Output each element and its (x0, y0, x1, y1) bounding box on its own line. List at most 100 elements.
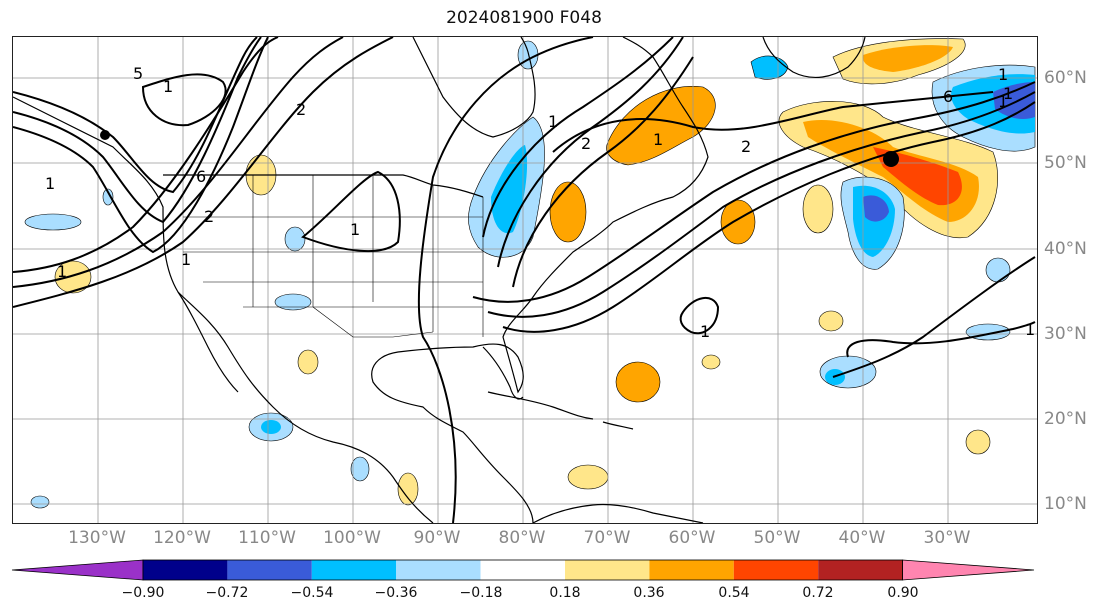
south-america (532, 503, 704, 523)
contour-18 (301, 170, 401, 252)
lat-label: 10°N (1044, 494, 1087, 514)
contour-label: 5 (133, 64, 143, 83)
contour-5 (13, 37, 262, 224)
colorbar-segment (733, 560, 819, 580)
contour-19 (679, 297, 720, 335)
colorbar (11, 559, 1035, 581)
lat-label: 50°N (1044, 153, 1087, 173)
hispaniola (602, 421, 634, 430)
cold-anomaly-mid-atlantic-peak (863, 195, 889, 222)
contour-label: 1 (350, 220, 360, 239)
contour-label: 1 (1025, 320, 1035, 339)
contour-label-group: 1 1 1 2 5 6 1 1 1 2 1 2 6 1 1 1 1 2 1 (45, 64, 1035, 341)
contour-8 (417, 37, 594, 523)
mexico-baja (177, 291, 239, 393)
contour-label: 2 (741, 137, 751, 156)
contour-label: 1 (1003, 84, 1013, 103)
colorbar-tick: 0.90 (887, 585, 919, 601)
contour-16 (832, 256, 1036, 378)
contour-3 (13, 37, 279, 273)
cold-blob-plains (284, 226, 306, 252)
contour-label: 1 (181, 250, 191, 269)
contour-17 (846, 321, 1036, 358)
contour-label: 1 (998, 92, 1008, 111)
colorbar-segment (818, 560, 903, 580)
warm-blob-mexico (297, 349, 319, 375)
lon-label: 90°W (413, 528, 461, 548)
cold-blob-mexico-w (350, 456, 370, 482)
lon-label: 40°W (838, 528, 886, 548)
hudson-bay (412, 37, 536, 138)
contour-label: 1 (57, 262, 67, 281)
contour-label: 1 (548, 112, 558, 131)
warm-blob-atlantic-1 (720, 199, 756, 245)
lon-label: 60°W (668, 528, 716, 548)
graticule (13, 37, 1037, 523)
cold-blob-nw-pacific (102, 188, 114, 206)
colorbar-segment (480, 560, 565, 580)
warm-blob-pacific (397, 472, 419, 506)
contour-4 (13, 37, 269, 254)
colorbar-segment (396, 560, 481, 580)
contour-9 (482, 37, 674, 238)
coastlines (13, 37, 866, 523)
warm-blob-atlantic-5 (965, 429, 991, 455)
colorbar-segment (311, 560, 397, 580)
warm-blob-atlantic-4 (818, 310, 844, 332)
colorbar-tick: 0.18 (549, 585, 581, 601)
warm-blob-atlantic-2 (802, 184, 834, 234)
colorbar-segment (649, 560, 734, 580)
cold-blob-pacific-sw (30, 495, 50, 509)
anomaly-fills (24, 38, 1036, 509)
low-center-marker-west (100, 130, 110, 140)
contour-label: 1 (700, 322, 710, 341)
warm-blob-atlantic-6 (701, 354, 721, 370)
warm-anomaly-greenland-core (862, 45, 953, 72)
contour-label: 1 (653, 130, 663, 149)
contours (13, 37, 1036, 523)
contour-label: 6 (196, 167, 206, 186)
colorbar-tick: 0.36 (633, 585, 665, 601)
contour-6 (13, 37, 258, 194)
warm-blob-atlantic-3 (615, 361, 661, 403)
lon-label: 30°W (923, 528, 971, 548)
colorbar-tick: 0.54 (718, 585, 750, 601)
contour-label: 6 (943, 87, 953, 106)
colorbar-tick: −0.54 (290, 585, 334, 601)
lon-label: 130°W (68, 528, 126, 548)
colorbar-tick: −0.36 (374, 585, 418, 601)
colorbar-extend-low (11, 559, 144, 581)
map-title: 2024081900 F048 (446, 8, 602, 28)
contour-label: 1 (45, 174, 55, 193)
lon-label: 110°W (238, 528, 296, 548)
colorbar-extend-high (902, 559, 1035, 581)
cold-blob-pacific-core (261, 420, 281, 434)
lat-label: 60°N (1044, 68, 1087, 88)
cold-blob-rockies (274, 293, 312, 311)
contour-label: 1 (163, 77, 173, 96)
colorbar-tick: −0.18 (459, 585, 503, 601)
contour-13 (487, 91, 1036, 318)
cold-anomaly-iceland (750, 55, 789, 80)
greenland-coast (762, 37, 866, 79)
contour-15 (552, 91, 994, 153)
colorbar-segment (143, 560, 228, 580)
cuba (487, 391, 594, 420)
warm-blob-caribbean (567, 464, 609, 490)
contour-label: 2 (581, 134, 591, 153)
cold-blob-pacific-west (24, 213, 82, 231)
contour-7 (141, 73, 227, 127)
contour-label: 2 (296, 100, 306, 119)
north-america-coast (13, 37, 709, 523)
contour-label: 1 (998, 65, 1008, 84)
contour-14 (472, 81, 1036, 303)
colorbar-segment (565, 560, 650, 580)
lon-label: 50°W (753, 528, 801, 548)
colorbar-segment (227, 560, 312, 580)
lon-label: 100°W (323, 528, 381, 548)
warm-anomaly-labrador (606, 86, 716, 166)
low-center-marker (883, 151, 899, 167)
colorbar-tick: −0.72 (205, 585, 249, 601)
contour-12 (502, 101, 1036, 333)
cold-blob-atlantic-ne (985, 257, 1011, 283)
